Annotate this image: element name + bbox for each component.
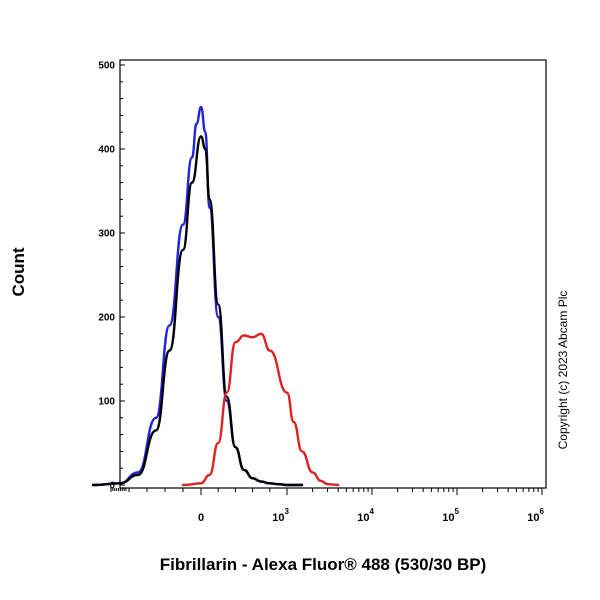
series-line-3 bbox=[181, 332, 340, 487]
y-axis-ticks: 0 100 200 300 400 500 bbox=[98, 61, 125, 492]
series-line-1 bbox=[91, 105, 304, 487]
y-tick-label: 100 bbox=[98, 397, 115, 408]
x-tick-label: 104 bbox=[357, 507, 374, 524]
x-axis-title: Fibrillarin - Alexa Fluor® 488 (530/30 B… bbox=[160, 555, 487, 574]
x-tick-label: 0 bbox=[198, 512, 204, 524]
x-tick-label: 106 bbox=[527, 507, 544, 524]
series-layer bbox=[91, 105, 340, 487]
y-tick-label: 200 bbox=[98, 313, 115, 324]
y-tick-label: 300 bbox=[98, 229, 115, 240]
x-tick-label: 103 bbox=[272, 507, 289, 524]
y-axis-title: Count bbox=[9, 247, 28, 296]
y-tick-label: 0 bbox=[109, 481, 115, 492]
x-axis-ticks: 0 103 104 105 106 bbox=[110, 488, 545, 524]
x-tick-label: 105 bbox=[442, 507, 459, 524]
axes-layer bbox=[119, 59, 547, 489]
plot-frame bbox=[119, 59, 547, 489]
y-tick-label: 400 bbox=[98, 145, 115, 156]
copyright-annotation: Copyright (c) 2023 Abcam Plc bbox=[556, 291, 570, 450]
series-line-2 bbox=[91, 135, 304, 487]
y-tick-label: 500 bbox=[98, 61, 115, 72]
